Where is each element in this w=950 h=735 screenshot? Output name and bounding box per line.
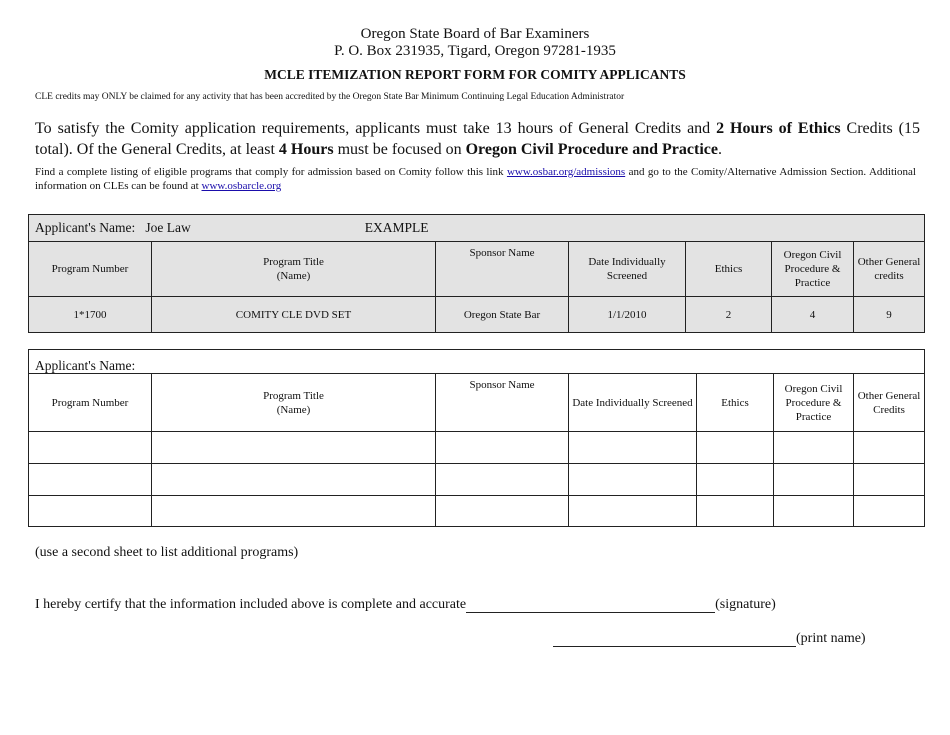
applicant-label: Applicant's Name:: [35, 220, 136, 235]
cell: Oregon State Bar: [435, 296, 569, 333]
cell[interactable]: [568, 495, 697, 527]
table-row[interactable]: [28, 431, 926, 464]
signature-label: (signature): [715, 597, 776, 612]
req-text: Credits (15 total). Of the General Credi…: [35, 120, 921, 158]
col-program-title: Program Title (Name): [151, 241, 436, 297]
admissions-link[interactable]: www.osbar.org/admissions: [506, 166, 626, 178]
table-row[interactable]: [28, 463, 926, 496]
cell: 2: [685, 296, 772, 333]
req-text: .: [717, 141, 722, 158]
cell[interactable]: [696, 431, 774, 464]
col-date: Date Individually Screened: [568, 373, 697, 432]
cell[interactable]: [568, 431, 697, 464]
signature-field[interactable]: [466, 598, 716, 613]
osbarcle-link[interactable]: www.osbarcle.org: [201, 180, 282, 192]
header-row: Program Number Program Title (Name) Spon…: [28, 373, 926, 432]
print-name-line: (print name): [553, 631, 866, 647]
entry-table: Applicant's Name: Program Number Program…: [27, 349, 926, 527]
req-bold: 4 Hours: [278, 141, 334, 158]
col-civil-procedure: Oregon Civil Procedure & Practice: [773, 373, 854, 432]
cell[interactable]: [28, 495, 152, 527]
cell[interactable]: [852, 431, 926, 464]
cell[interactable]: [435, 431, 569, 464]
cell[interactable]: [852, 463, 926, 496]
col-civil-procedure: Oregon Civil Procedure & Practice: [771, 241, 854, 297]
col-ethics: Ethics: [696, 373, 774, 432]
cell: 1/1/2010: [568, 296, 686, 333]
col-other: Other General Credits: [852, 373, 926, 432]
requirements: To satisfy the Comity application requir…: [35, 118, 920, 160]
req-bold: 2 Hours of Ethics: [716, 120, 841, 137]
cell[interactable]: [151, 463, 436, 496]
cell: 4: [771, 296, 854, 333]
header-row: Program Number Program Title (Name) Spon…: [28, 241, 926, 297]
applicant-label: Applicant's Name:: [35, 358, 136, 373]
cell[interactable]: [28, 463, 152, 496]
req-text: To satisfy the Comity application requir…: [35, 120, 717, 137]
cell: 1*1700: [28, 296, 152, 333]
cell: 9: [852, 296, 926, 333]
applicant-name-row: Applicant's Name: Joe Law EXAMPLE: [27, 214, 926, 242]
org-name: Oregon State Board of Bar Examiners: [360, 26, 590, 42]
example-table: Applicant's Name: Joe Law EXAMPLE Program…: [27, 214, 926, 333]
additional-note: (use a second sheet to list additional p…: [35, 545, 299, 560]
col-program-title: Program Title (Name): [151, 373, 436, 432]
col-ethics: Ethics: [685, 241, 772, 297]
cell[interactable]: [28, 431, 152, 464]
applicant-value: Joe Law: [145, 220, 191, 235]
example-label: EXAMPLE: [364, 220, 429, 235]
cell[interactable]: [773, 431, 854, 464]
col-sponsor: Sponsor Name: [435, 241, 569, 297]
org-address: P. O. Box 231935, Tigard, Oregon 97281-1…: [334, 43, 616, 59]
cell[interactable]: [568, 463, 697, 496]
notice: CLE credits may ONLY be claimed for any …: [35, 92, 625, 102]
col-program-number: Program Number: [28, 373, 152, 432]
table-row: 1*1700 COMITY CLE DVD SET Oregon State B…: [28, 296, 926, 333]
print-name-field[interactable]: [553, 632, 796, 647]
col-sponsor: Sponsor Name: [435, 373, 569, 432]
applicant-name-row[interactable]: Applicant's Name:: [27, 349, 926, 374]
cell: COMITY CLE DVD SET: [151, 296, 436, 333]
req-text: must be focused on: [333, 141, 466, 158]
info-text: Find a complete listing of eligible prog…: [35, 166, 507, 178]
cell[interactable]: [151, 431, 436, 464]
certify-text: I hereby certify that the information in…: [35, 597, 467, 612]
cell[interactable]: [696, 495, 774, 527]
req-bold: Oregon Civil Procedure and Practice: [465, 141, 718, 158]
cell[interactable]: [435, 463, 569, 496]
print-name-label: (print name): [796, 631, 866, 646]
cell[interactable]: [696, 463, 774, 496]
cell[interactable]: [852, 495, 926, 527]
cell[interactable]: [773, 463, 854, 496]
col-program-number: Program Number: [28, 241, 152, 297]
certify-line: I hereby certify that the information in…: [35, 597, 776, 613]
col-other: Other General credits: [852, 241, 926, 297]
table-row[interactable]: [28, 495, 926, 527]
cell[interactable]: [151, 495, 436, 527]
info: Find a complete listing of eligible prog…: [35, 165, 916, 193]
info-text: and go to the Comity/Alternative Admissi…: [35, 166, 916, 192]
cell[interactable]: [773, 495, 854, 527]
form-title: MCLE ITEMIZATION REPORT FORM FOR COMITY …: [264, 67, 686, 82]
cell[interactable]: [435, 495, 569, 527]
col-date: Date Individually Screened: [568, 241, 686, 297]
